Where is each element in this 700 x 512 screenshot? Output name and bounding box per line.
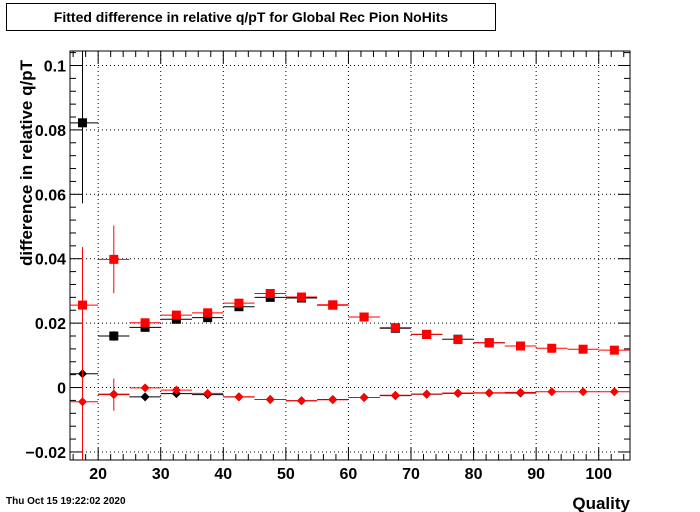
data-series (70, 225, 630, 364)
x-tick-label: 80 (465, 466, 483, 483)
x-axis-title: Quality (572, 494, 630, 512)
data-point (578, 387, 588, 397)
data-point (453, 335, 463, 345)
page-title: Fitted difference in relative q/pT for G… (53, 9, 449, 25)
y-tick-label: 0.06 (35, 187, 66, 204)
x-tick-label: 90 (527, 466, 545, 483)
y-tick-label: 0.1 (44, 58, 66, 75)
y-tick-label: 0 (57, 381, 66, 398)
data-point (140, 322, 150, 332)
y-axis-title: difference in relative q/pT (17, 59, 36, 266)
data-point (484, 388, 494, 398)
data-point (422, 389, 432, 399)
x-tick-label: 100 (585, 466, 612, 483)
y-tick-label: −0.02 (26, 445, 67, 462)
data-point (109, 254, 119, 264)
x-tick-label: 50 (277, 466, 295, 483)
grid-layer (70, 51, 630, 460)
data-point (297, 396, 307, 406)
x-tick-label: 30 (152, 466, 170, 483)
x-tick-label: 70 (402, 466, 420, 483)
data-point (234, 298, 244, 308)
data-point (359, 312, 369, 322)
x-tick-label: 40 (214, 466, 232, 483)
data-point (109, 390, 119, 400)
y-tick-label: 0.08 (35, 123, 66, 140)
data-point (390, 323, 400, 333)
axes-layer: 20 30 40 50 60 70 80 90 100 −0.02 0 0.02 0.04 0.06 0.0… (26, 50, 631, 483)
data-point (516, 341, 526, 351)
data-point (203, 313, 213, 323)
y-tick-label: 0.04 (35, 252, 66, 269)
data-point (328, 395, 338, 405)
data-point (609, 345, 619, 355)
series-layer (70, 51, 630, 460)
data-point (203, 388, 213, 398)
data-point (390, 390, 400, 400)
data-point (109, 331, 119, 341)
data-point (265, 394, 275, 404)
data-point (297, 292, 307, 302)
data-point (265, 289, 275, 299)
data-point (609, 387, 619, 397)
data-point (140, 318, 150, 328)
x-tick-label: 60 (340, 466, 358, 483)
data-point (484, 338, 494, 348)
data-point (453, 388, 463, 398)
data-point (140, 392, 150, 402)
y-tick-label: 0.02 (35, 316, 66, 333)
plot-frame (69, 50, 631, 461)
data-point (359, 393, 369, 403)
x-tick-label: 20 (89, 466, 107, 483)
data-point (78, 300, 88, 310)
data-point (203, 308, 213, 318)
data-point (328, 300, 338, 310)
data-point (422, 329, 432, 339)
date-stamp: Thu Oct 15 19:22:02 2020 (6, 496, 126, 507)
label-layer: Quality difference in relative q/pT (17, 59, 631, 512)
data-point (78, 397, 88, 407)
data-series (70, 334, 630, 460)
data-point (78, 118, 88, 128)
data-point (547, 343, 557, 353)
title-box: Fitted difference in relative q/pT for G… (6, 3, 496, 31)
data-point (578, 344, 588, 354)
data-point (171, 310, 181, 320)
data-point (547, 387, 557, 397)
data-point (516, 387, 526, 397)
data-series (70, 51, 537, 351)
data-point (140, 383, 150, 393)
data-point (234, 392, 244, 402)
data-point (171, 385, 181, 395)
